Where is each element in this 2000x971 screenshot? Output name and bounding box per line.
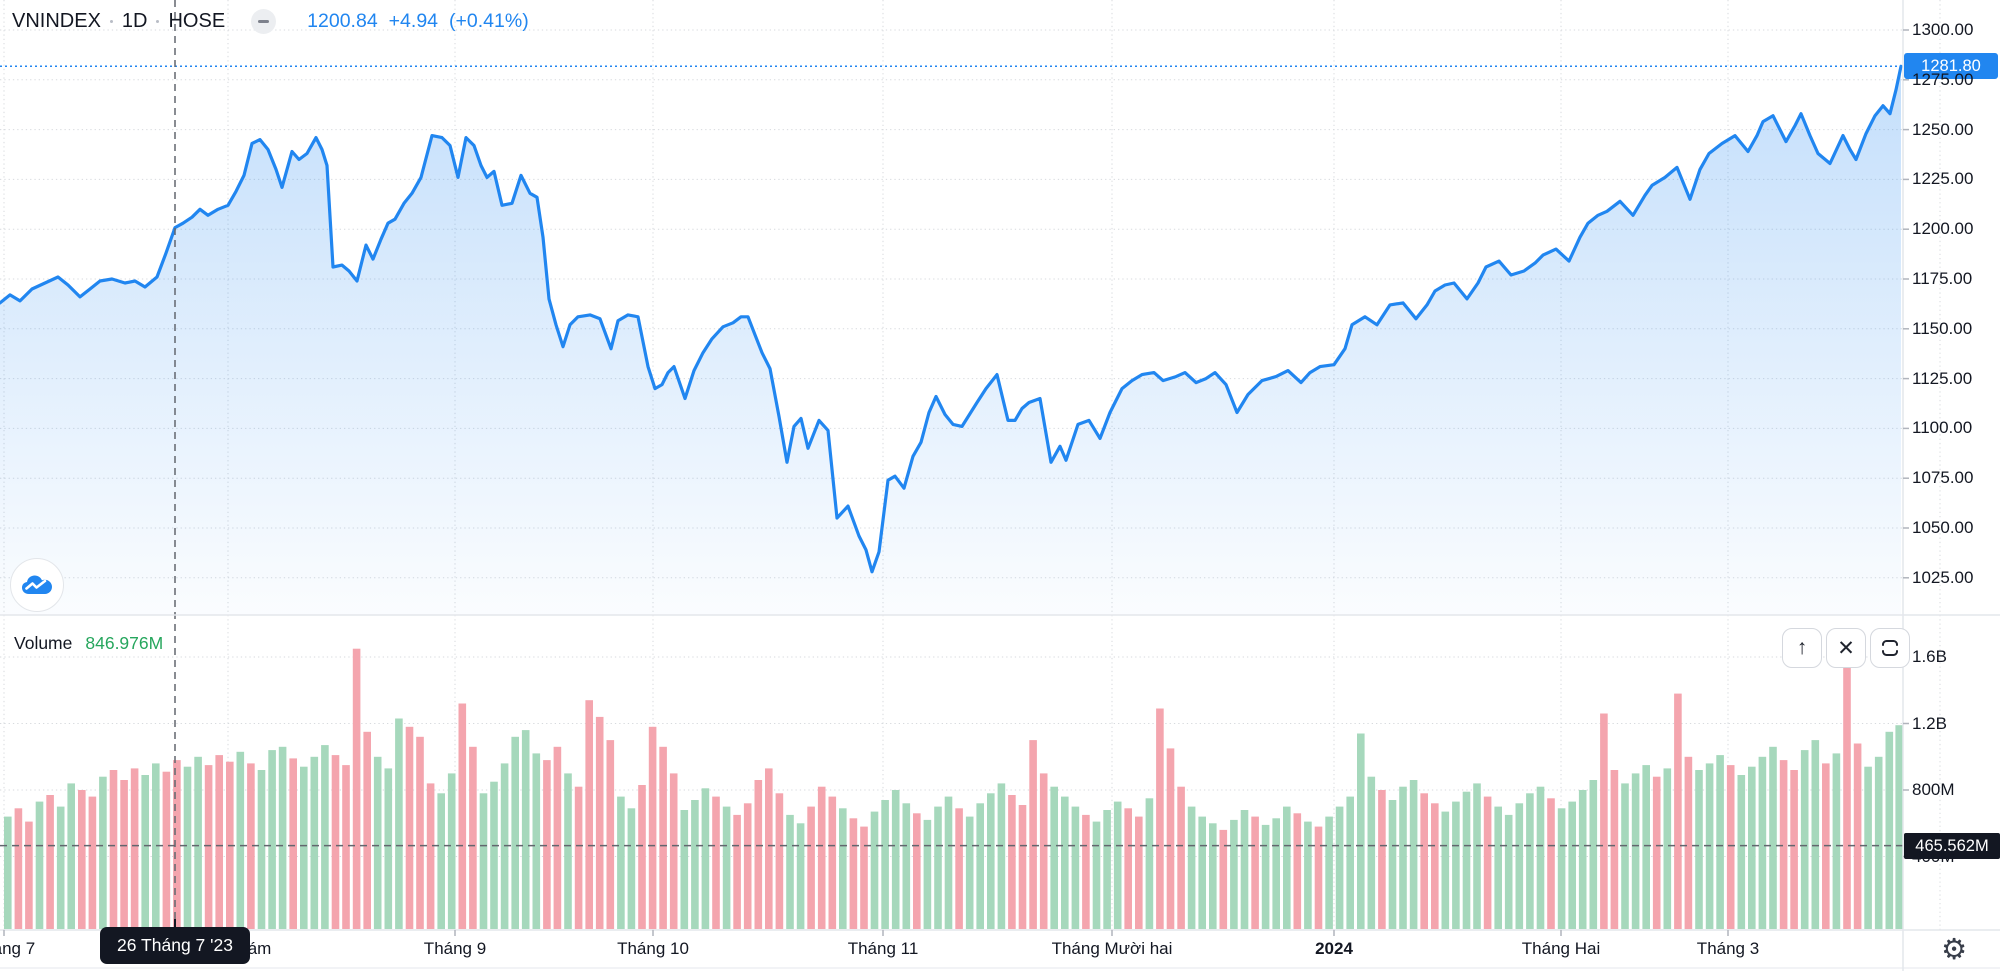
maximize-pane-button[interactable] <box>1870 628 1910 668</box>
volume-axis-label: 400M <box>1912 846 1955 866</box>
pane-controls: ↑ ✕ <box>1782 628 1910 668</box>
price-axis-label: 1025.00 <box>1912 567 1974 587</box>
price-axis-label: 1200.00 <box>1912 219 1974 239</box>
price-change-value: +4.94 <box>388 10 439 32</box>
price-axis-label: 1300.00 <box>1912 20 1974 39</box>
crosshair-volume-badge: 465.562M <box>1904 833 2000 859</box>
price-axis-label: 1175.00 <box>1912 269 1973 288</box>
price-axis-label: 1225.00 <box>1912 169 1974 189</box>
price-axis-label: 1250.00 <box>1912 119 1974 139</box>
minus-icon <box>258 20 270 23</box>
time-axis-label: Tháng Hai <box>1521 939 1601 958</box>
price-axis-label: 1050.00 <box>1912 518 1974 537</box>
time-axis-label: Tháng 7 <box>0 939 36 958</box>
volume-axis-label: 800M <box>1912 780 1955 799</box>
volume-value: 846.976M <box>85 633 164 653</box>
volume-axis-label: 1.6B <box>1912 647 1947 666</box>
maximize-icon <box>1882 640 1898 656</box>
move-pane-up-button[interactable]: ↑ <box>1782 628 1822 668</box>
price-axis-label: 1125.00 <box>1912 368 1973 388</box>
legend-separator-dot <box>156 20 160 23</box>
price-area-series <box>0 64 1903 616</box>
exchange-label[interactable]: HOSE <box>168 10 226 32</box>
last-price-value: 1200.84 <box>307 10 378 32</box>
gear-icon: ⚙ <box>1941 933 1967 966</box>
volume-axis-label: 1.2B <box>1912 713 1947 733</box>
publish-idea-button[interactable] <box>10 558 64 612</box>
arrow-up-icon: ↑ <box>1796 636 1808 659</box>
collapse-legend-button[interactable] <box>251 9 277 34</box>
time-axis-label: Tháng 9 <box>423 939 487 958</box>
crosshair <box>0 0 1903 930</box>
time-axis-label: Tháng 10 <box>617 939 689 958</box>
price-axis-label: 1100.00 <box>1912 418 1973 438</box>
price-change-percent: (+0.41%) <box>449 10 529 32</box>
time-axis-label: 2024 <box>1315 939 1353 958</box>
price-axis-label: 1075.00 <box>1912 468 1974 488</box>
symbol-name[interactable]: VNINDEX <box>12 10 101 32</box>
interval-label[interactable]: 1D <box>121 10 148 32</box>
crosshair-date-tooltip: 26 Tháng 7 '23 <box>100 927 250 964</box>
current-price-badge: 1281.80 <box>1904 53 1998 79</box>
volume-bars <box>4 648 1903 930</box>
price-axis-label: 1275.00 <box>1912 69 1974 89</box>
symbol-legend: VNINDEX 1D HOSE 1200.84 +4.94 (+0.41%) <box>12 9 529 34</box>
time-axis-label: Tháng 11 <box>847 939 919 958</box>
legend-price-values: 1200.84 +4.94 (+0.41%) <box>307 10 529 33</box>
close-pane-button[interactable]: ✕ <box>1826 628 1866 668</box>
volume-label[interactable]: Volume <box>14 633 73 653</box>
close-icon: ✕ <box>1837 636 1855 660</box>
volume-legend: Volume 846.976M <box>14 633 163 654</box>
legend-separator-dot <box>109 20 113 23</box>
time-axis-label: Tháng 3 <box>1696 939 1760 958</box>
cloud-icon <box>22 575 52 594</box>
axis-settings-button[interactable]: ⚙ <box>1936 931 1972 967</box>
price-axis-label: 1150.00 <box>1912 318 1973 338</box>
time-axis-label: Tháng Mười hai <box>1051 939 1173 958</box>
crosshair-tick <box>174 919 176 927</box>
